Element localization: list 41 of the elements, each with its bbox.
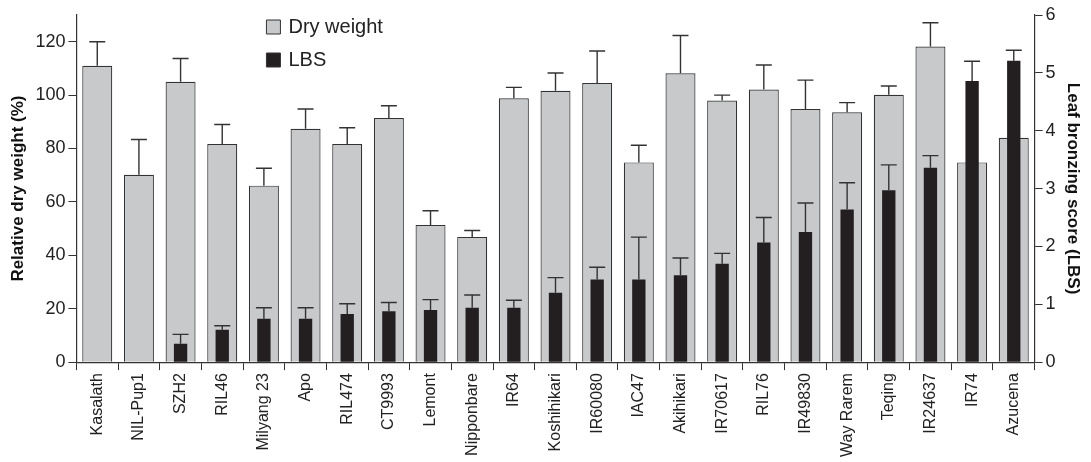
x-tick-label: Lemont <box>420 372 438 427</box>
x-tick-label: RIL474 <box>337 373 355 425</box>
x-tick-label: Teqing <box>879 373 897 421</box>
y-axis-title: Relative dry weight (%) <box>7 95 27 282</box>
x-tick-label: Koshihikari <box>545 373 563 452</box>
y-tick-label: 80 <box>45 137 66 158</box>
y2-axis-title: Leaf bronzing score (LBS) <box>1064 82 1084 295</box>
y2-tick-label: 3 <box>1045 177 1056 198</box>
y2-tick-label: 1 <box>1045 293 1056 314</box>
x-tick-label: RIL46 <box>212 373 230 416</box>
y2-tick-label: 0 <box>1045 351 1056 372</box>
x-tick-label: CT9993 <box>379 373 397 431</box>
y-tick-label: 40 <box>45 244 66 265</box>
x-tick-label: SZH2 <box>170 373 188 415</box>
x-tick-label: IR70617 <box>712 373 730 434</box>
x-tick-label: IR64 <box>504 373 522 407</box>
y2-tick-label: 5 <box>1045 61 1056 82</box>
legend-label: LBS <box>288 47 327 70</box>
y-tick-label: 120 <box>35 30 66 51</box>
x-tick-label: Milyang 23 <box>254 373 272 451</box>
x-tick-label: Nipponbare <box>462 373 480 456</box>
x-tick-label: Akihikari <box>670 373 688 434</box>
y-tick-label: 20 <box>45 297 66 318</box>
y2-tick-label: 6 <box>1045 3 1056 24</box>
x-tick-label: Way Rarem <box>837 373 855 457</box>
x-tick-label: Kasalath <box>87 373 105 436</box>
legend-label: Dry weight <box>288 14 384 37</box>
y-tick-label: 100 <box>35 84 66 105</box>
y2-tick-label: 2 <box>1045 235 1056 256</box>
x-tick-label: NIL-Pup1 <box>129 373 147 441</box>
x-tick-label: IR74 <box>962 373 980 407</box>
x-tick-label: IAC47 <box>629 373 647 418</box>
x-tick-label: Azucena <box>1004 373 1022 436</box>
x-tick-label: IR24637 <box>920 373 938 434</box>
y2-tick-label: 4 <box>1045 119 1056 140</box>
x-tick-label: IR60080 <box>587 373 605 434</box>
x-tick-label: IR49830 <box>795 373 813 434</box>
y-tick-label: 60 <box>45 190 66 211</box>
x-tick-label: Apo <box>295 373 313 402</box>
x-tick-label: RIL76 <box>754 373 772 416</box>
y-tick-label: 0 <box>55 351 66 372</box>
